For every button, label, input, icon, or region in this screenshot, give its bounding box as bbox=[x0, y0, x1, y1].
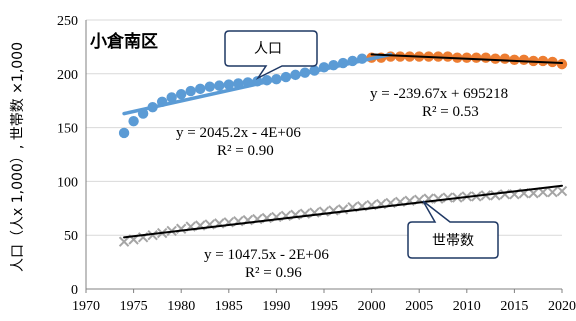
data-point bbox=[537, 55, 549, 67]
trendline bbox=[122, 52, 393, 116]
x-tick-label: 1990 bbox=[262, 299, 290, 314]
data-point bbox=[204, 81, 215, 92]
data-point bbox=[509, 54, 520, 66]
trendline bbox=[370, 53, 563, 65]
data-point bbox=[442, 51, 453, 62]
data-point bbox=[556, 185, 568, 197]
data-marks bbox=[118, 51, 568, 247]
data-point bbox=[118, 127, 130, 139]
population-trend-equation: y = 2045.2x - 4E+06 bbox=[176, 125, 301, 141]
population-callout-label: 人口 bbox=[254, 41, 282, 57]
x-tick-label: 2000 bbox=[358, 299, 386, 314]
axes: 0 50 100 150 200 250 1970 1975 1980 1985 1990 1995 2… bbox=[57, 14, 576, 314]
data-point bbox=[471, 52, 482, 63]
x-tick-label: 2020 bbox=[548, 299, 576, 314]
y-tick-label: 50 bbox=[64, 229, 78, 244]
y-tick-label: 250 bbox=[57, 14, 78, 29]
households-callout-label: 世帯数 bbox=[432, 233, 474, 249]
households-trend-r2: R² = 0.96 bbox=[245, 265, 302, 281]
x-tick-label: 2005 bbox=[405, 299, 433, 314]
x-tick-label: 1995 bbox=[310, 299, 338, 314]
population-callout: 人口 bbox=[224, 30, 318, 80]
data-point bbox=[461, 52, 472, 63]
data-point bbox=[166, 92, 177, 103]
y-axis-label: 人口（人x 1,000）, 世帯数 ×1,000 bbox=[10, 42, 26, 272]
y-tick-label: 200 bbox=[57, 68, 78, 83]
gridlines bbox=[86, 19, 562, 236]
x-tick-label: 1985 bbox=[215, 299, 243, 314]
data-point bbox=[442, 192, 453, 203]
trendline bbox=[123, 184, 563, 239]
data-point bbox=[195, 83, 206, 95]
data-point bbox=[185, 85, 196, 97]
population-trend-r2: R² = 0.90 bbox=[217, 143, 274, 159]
recent-population-trend-equation: y = -239.67x + 695218 bbox=[370, 86, 508, 102]
y-tick-label: 150 bbox=[57, 122, 78, 137]
y-tick-label: 0 bbox=[71, 283, 78, 298]
recent-population-trend-r2: R² = 0.53 bbox=[422, 104, 479, 120]
data-point bbox=[118, 236, 130, 247]
data-point bbox=[147, 229, 158, 241]
data-point bbox=[490, 53, 501, 64]
data-point bbox=[480, 52, 492, 63]
data-point bbox=[433, 193, 444, 204]
chart-title: 小倉南区 bbox=[90, 31, 158, 52]
data-point bbox=[176, 89, 187, 100]
data-point bbox=[214, 80, 225, 91]
data-point bbox=[518, 54, 530, 66]
data-point bbox=[547, 186, 558, 198]
data-point bbox=[499, 53, 511, 64]
data-point bbox=[223, 79, 234, 90]
households-trend-equation: y = 1047.5x - 2E+06 bbox=[204, 247, 329, 263]
y-tick-label: 100 bbox=[57, 175, 78, 190]
x-tick-label: 1975 bbox=[120, 299, 148, 314]
data-point bbox=[556, 58, 568, 70]
x-tick-label: 1980 bbox=[167, 299, 195, 314]
data-point bbox=[128, 115, 139, 127]
x-tick-label: 1970 bbox=[72, 299, 100, 314]
households-callout: 世帯数 bbox=[407, 200, 499, 259]
x-tick-label: 2015 bbox=[500, 299, 528, 314]
x-tick-label: 2010 bbox=[453, 299, 481, 314]
